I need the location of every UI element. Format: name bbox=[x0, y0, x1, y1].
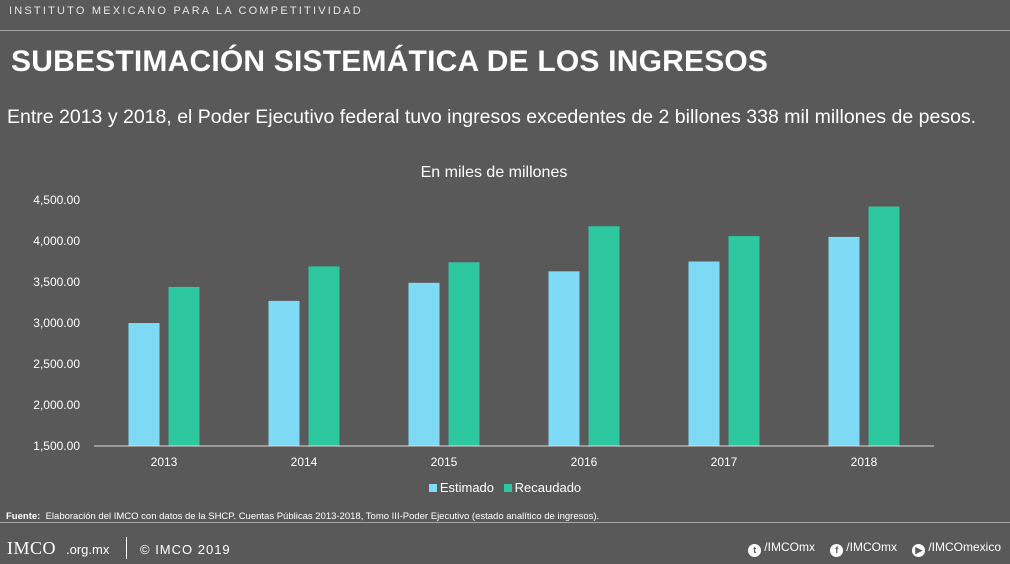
y-tick-label: 2,000.00 bbox=[33, 398, 80, 412]
social-links: t/IMCOmx f/IMCOmx ▶/IMCOmexico bbox=[736, 540, 1001, 557]
social-facebook[interactable]: f/IMCOmx bbox=[830, 540, 897, 557]
chart-area: En miles de millones 1,500.00 2,000.00 2,50… bbox=[0, 150, 1010, 510]
social-twitter[interactable]: t/IMCOmx bbox=[748, 540, 815, 557]
y-tick-label: 3,500.00 bbox=[33, 275, 80, 289]
bar-estimado-2013 bbox=[128, 323, 160, 446]
bar-chart: En miles de millones 1,500.00 2,000.00 2,50… bbox=[33, 164, 934, 469]
bar-recaudado-2015 bbox=[448, 262, 480, 446]
y-tick-label: 4,500.00 bbox=[33, 193, 80, 207]
bar-estimado-2017 bbox=[688, 261, 720, 446]
footer-separator bbox=[126, 537, 127, 559]
source-text: Elaboración del IMCO con datos de la SHC… bbox=[45, 511, 600, 522]
y-tick-label: 3,000.00 bbox=[33, 316, 80, 330]
facebook-icon: f bbox=[830, 544, 844, 557]
social-youtube[interactable]: ▶/IMCOmexico bbox=[912, 540, 1001, 557]
bar-estimado-2014 bbox=[268, 300, 300, 446]
chart-legend: Estimado Recaudado bbox=[0, 480, 1010, 495]
legend-item-estimado: Estimado bbox=[428, 480, 495, 495]
social-youtube-label: /IMCOmexico bbox=[928, 540, 1001, 554]
social-twitter-label: /IMCOmx bbox=[764, 540, 815, 554]
bar-recaudado-2013 bbox=[168, 286, 200, 446]
imco-logo: IMCO bbox=[7, 538, 57, 558]
x-tick-label: 2018 bbox=[851, 455, 878, 469]
bar-recaudado-2018 bbox=[868, 206, 900, 446]
legend-swatch-recaudado bbox=[503, 484, 512, 492]
org-name: INSTITUTO MEXICANO PARA LA COMPETITIVIDA… bbox=[9, 5, 363, 17]
legend-swatch-estimado bbox=[428, 484, 437, 492]
source-label: Fuente bbox=[6, 511, 38, 522]
social-facebook-label: /IMCOmx bbox=[846, 540, 897, 554]
youtube-icon: ▶ bbox=[912, 544, 926, 557]
legend-item-recaudado: Recaudado bbox=[503, 480, 582, 495]
bar-recaudado-2014 bbox=[308, 266, 340, 446]
x-tick-label: 2014 bbox=[291, 455, 318, 469]
legend-label-estimado: Estimado bbox=[439, 480, 495, 495]
y-tick-label: 2,500.00 bbox=[33, 357, 80, 371]
x-tick-label: 2016 bbox=[571, 455, 598, 469]
y-tick-label: 1,500.00 bbox=[33, 439, 80, 453]
bar-estimado-2016 bbox=[548, 271, 580, 446]
footer: IMCO .org.mx © IMCO 2019 t/IMCOmx f/IMCO… bbox=[0, 530, 1010, 564]
legend-label-recaudado: Recaudado bbox=[514, 480, 582, 495]
page-subtitle: Entre 2013 y 2018, el Poder Ejecutivo fe… bbox=[7, 106, 977, 128]
page-title: SUBESTIMACIÓN SISTEMÁTICA DE LOS INGRESO… bbox=[11, 45, 769, 78]
x-tick-label: 2013 bbox=[151, 455, 178, 469]
header-divider bbox=[0, 30, 1010, 31]
site-link[interactable]: .org.mx bbox=[66, 542, 110, 557]
chart-title: En miles de millones bbox=[421, 164, 568, 181]
x-tick-label: 2015 bbox=[431, 455, 458, 469]
bar-estimado-2018 bbox=[828, 236, 860, 446]
y-tick-label: 4,000.00 bbox=[33, 234, 80, 248]
copyright: © IMCO 2019 bbox=[140, 542, 231, 557]
twitter-icon: t bbox=[748, 544, 762, 557]
source-note: Fuente: Elaboración del IMCO con datos d… bbox=[6, 511, 599, 522]
footer-divider bbox=[0, 522, 1010, 523]
source-colon: : bbox=[37, 511, 41, 522]
x-tick-label: 2017 bbox=[711, 455, 738, 469]
bar-recaudado-2016 bbox=[588, 226, 620, 446]
bar-estimado-2015 bbox=[408, 282, 440, 446]
bar-recaudado-2017 bbox=[728, 236, 760, 446]
